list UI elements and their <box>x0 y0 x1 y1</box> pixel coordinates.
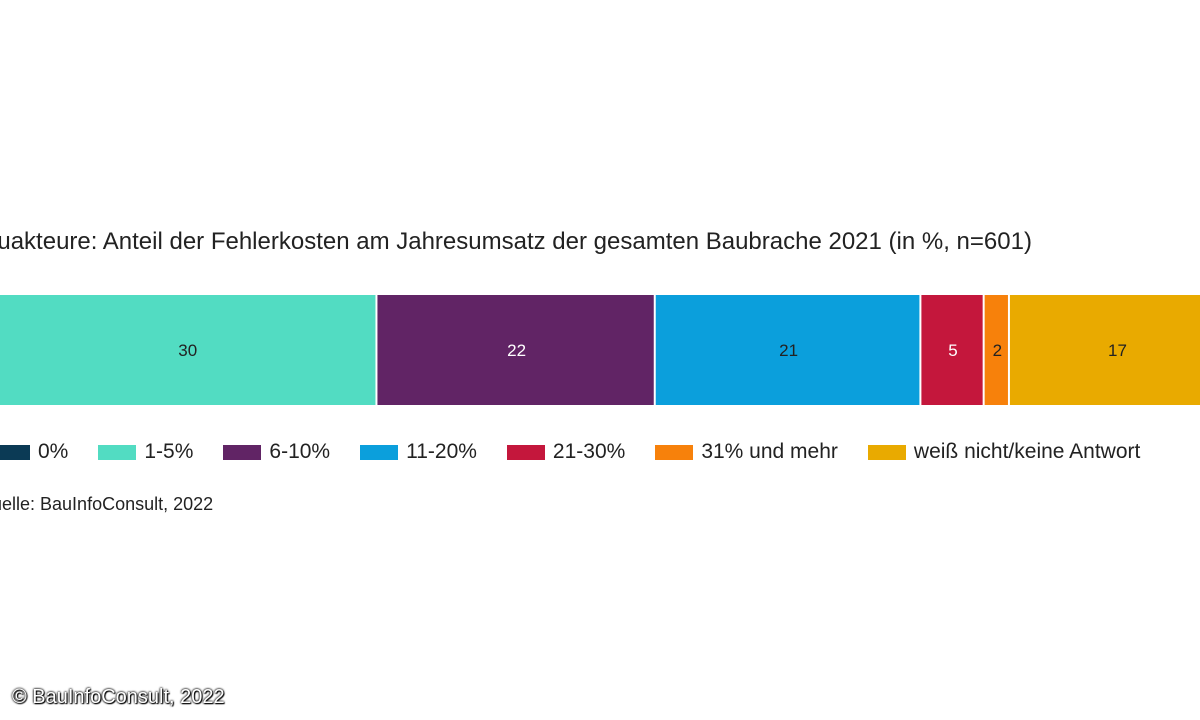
bar-segment <box>377 295 654 405</box>
legend-item: 21-30% <box>506 440 626 464</box>
source-note: Quelle: BauInfoConsult, 2022 <box>0 494 214 514</box>
bar-segment <box>0 295 376 405</box>
legend-item: 11-20% <box>360 440 477 464</box>
legend-label: 6-10% <box>269 440 331 463</box>
legend-item: 31% und mehr <box>655 440 838 464</box>
legend-label: 0% <box>38 440 69 463</box>
legend-item: 1-5% <box>98 440 193 464</box>
legend-swatch <box>506 444 545 460</box>
data-label: 22 <box>507 341 526 360</box>
legend-item: weiß nicht/keine Antwort <box>867 440 1141 464</box>
legend-label: weiß nicht/keine Antwort <box>913 440 1141 463</box>
chart-title: Bauakteure: Anteil der Fehlerkosten am J… <box>0 228 1032 255</box>
copyright-watermark: © BauInfoConsult, 2022 <box>12 686 225 708</box>
bar-segment <box>984 295 1008 405</box>
legend-label: 21-30% <box>552 440 626 463</box>
legend-swatch <box>867 444 906 460</box>
legend-label: 31% und mehr <box>701 440 838 463</box>
legend-label: 1-5% <box>144 440 194 463</box>
legend-swatch <box>655 444 694 460</box>
legend-swatch <box>223 444 262 460</box>
legend-item: 0% <box>0 440 68 464</box>
data-label: 30 <box>178 341 197 360</box>
legend-swatch <box>0 444 30 460</box>
data-label: 17 <box>1108 341 1127 360</box>
legend-swatch <box>360 444 399 460</box>
legend-label: 11-20% <box>406 440 477 463</box>
chart-legend: 0% 1-5% 6-10% 11-20% 21-30% 31% und mehr weiß … <box>0 440 1170 464</box>
data-label: 21 <box>779 341 798 360</box>
bar-segment <box>921 295 983 405</box>
bar-segment <box>1009 295 1200 405</box>
legend-swatch <box>98 444 137 460</box>
bar-segment <box>655 295 920 405</box>
legend-item: 6-10% <box>223 440 330 464</box>
data-label: 5 <box>948 341 957 360</box>
data-label: 2 <box>993 341 1002 360</box>
